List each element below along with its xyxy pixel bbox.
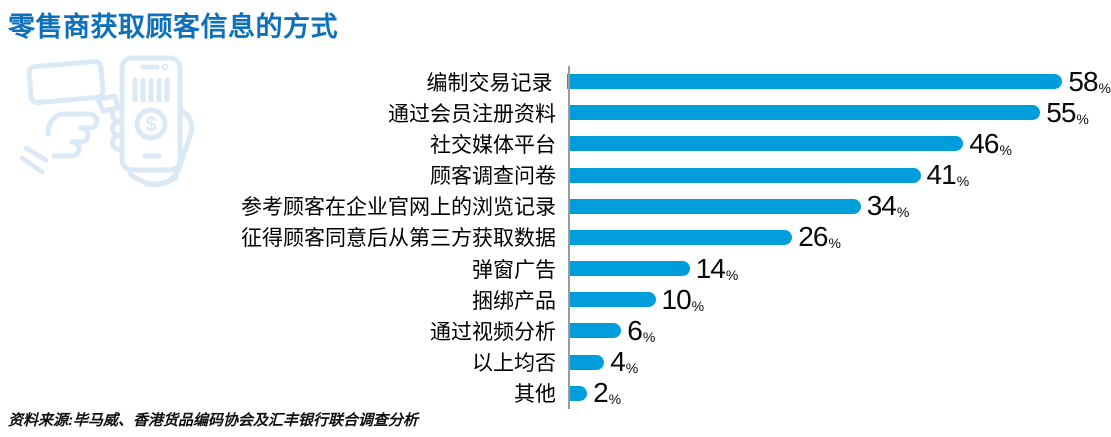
bar	[570, 354, 605, 370]
bar	[570, 385, 588, 401]
category-label: 以上均否	[472, 352, 556, 376]
value-unit: %	[725, 266, 739, 283]
value-number: 4	[610, 346, 626, 378]
value-label: 46 %	[969, 127, 1012, 159]
bar-wrap: 46 %	[570, 127, 1012, 159]
bar-wrap: 55 %	[570, 96, 1089, 128]
value-label: 6 %	[627, 314, 656, 346]
value-number: 10	[661, 283, 692, 315]
chart-row: 捆绑产品 10 %	[0, 284, 1111, 315]
bar	[570, 198, 861, 214]
bar	[570, 229, 793, 245]
category-label: 通过视频分析	[430, 320, 556, 344]
value-label: 58 %	[1068, 65, 1111, 97]
category-label: 顾客调查问卷	[430, 165, 556, 189]
value-number: 14	[695, 252, 726, 284]
bar-wrap: 26 %	[570, 223, 841, 251]
value-label: 2 %	[593, 379, 621, 407]
chart-row: 通过会员注册资料 55 %	[0, 97, 1111, 128]
bar	[570, 261, 690, 277]
category-label: 参考顾客在企业官网上的浏览记录	[241, 196, 556, 220]
value-unit: %	[625, 360, 639, 377]
bar-wrap: 58 %	[566, 65, 1111, 97]
category-label: 弹窗广告	[472, 258, 556, 282]
chart-row: 其他 2 %	[0, 378, 1111, 409]
value-number: 6	[627, 314, 643, 346]
category-label: 编制交易记录	[426, 71, 553, 95]
chart-row: 参考顾客在企业官网上的浏览记录 34 %	[0, 191, 1111, 222]
bar	[570, 167, 921, 183]
value-unit: %	[691, 297, 705, 314]
value-unit: %	[608, 391, 622, 408]
value-unit: %	[1098, 79, 1111, 96]
bar	[570, 323, 622, 339]
category-label: 征得顾客同意后从第三方获取数据	[241, 227, 556, 251]
value-label: 41 %	[927, 161, 970, 189]
value-number: 34	[866, 190, 897, 222]
svg-text:$: $	[145, 114, 156, 136]
chart-title: 零售商获取顾客信息的方式	[8, 12, 338, 42]
value-label: 14 %	[695, 252, 739, 284]
chart-row: 弹窗广告 14 %	[0, 253, 1111, 284]
bar-wrap: 14 %	[570, 252, 739, 284]
value-number: 55	[1046, 96, 1076, 128]
bar-wrap: 41 %	[570, 161, 969, 189]
value-unit: %	[999, 141, 1012, 158]
category-label: 社交媒体平台	[430, 133, 556, 157]
chart-row: 顾客调查问卷 41 %	[0, 160, 1111, 191]
bar-wrap: 10 %	[570, 283, 705, 315]
chart-row: 编制交易记录 58 %	[0, 66, 1111, 97]
value-unit: %	[1076, 110, 1089, 127]
value-number: 46	[969, 127, 999, 159]
value-label: 4 %	[610, 348, 638, 376]
chart-axis-line	[568, 66, 570, 409]
bar-chart-rows: 编制交易记录 58 % 通过会员注册资料 55 % 社交媒体平台	[0, 66, 1111, 409]
bar	[570, 292, 656, 308]
chart-row: 社交媒体平台 46 %	[0, 128, 1111, 159]
value-label: 26 %	[798, 223, 841, 251]
source-note: 资料来源:毕马威、香港货品编码协会及汇丰银行联合调查分析	[8, 412, 418, 429]
value-number: 41	[926, 159, 957, 191]
scanner-phone-graphic: $	[19, 55, 195, 188]
chart-row: 以上均否 4 %	[0, 347, 1111, 378]
value-unit: %	[956, 173, 970, 190]
bar-chart: 编制交易记录 58 % 通过会员注册资料 55 % 社交媒体平台	[0, 66, 1111, 409]
category-label: 捆绑产品	[472, 289, 556, 313]
value-number: 2	[593, 377, 609, 409]
value-number: 26	[798, 221, 828, 253]
chart-row: 通过视频分析 6 %	[0, 315, 1111, 346]
value-unit: %	[642, 328, 656, 345]
value-unit: %	[896, 204, 910, 221]
value-unit: %	[828, 235, 841, 252]
bar	[566, 74, 1063, 90]
category-label: 其他	[514, 383, 556, 407]
value-number: 58	[1068, 65, 1098, 97]
value-label: 10 %	[661, 283, 705, 315]
bar	[570, 136, 964, 152]
bar-wrap: 4 %	[570, 348, 638, 376]
value-label: 34 %	[867, 192, 910, 220]
bar-wrap: 34 %	[570, 192, 909, 220]
barcode-scanner-phone-icon: $	[10, 52, 200, 192]
category-label: 通过会员注册资料	[388, 102, 556, 126]
bar-wrap: 6 %	[570, 314, 656, 346]
value-label: 55 %	[1046, 96, 1089, 128]
bar	[570, 105, 1041, 121]
bar-wrap: 2 %	[570, 379, 621, 407]
chart-row: 征得顾客同意后从第三方获取数据 26 %	[0, 222, 1111, 253]
